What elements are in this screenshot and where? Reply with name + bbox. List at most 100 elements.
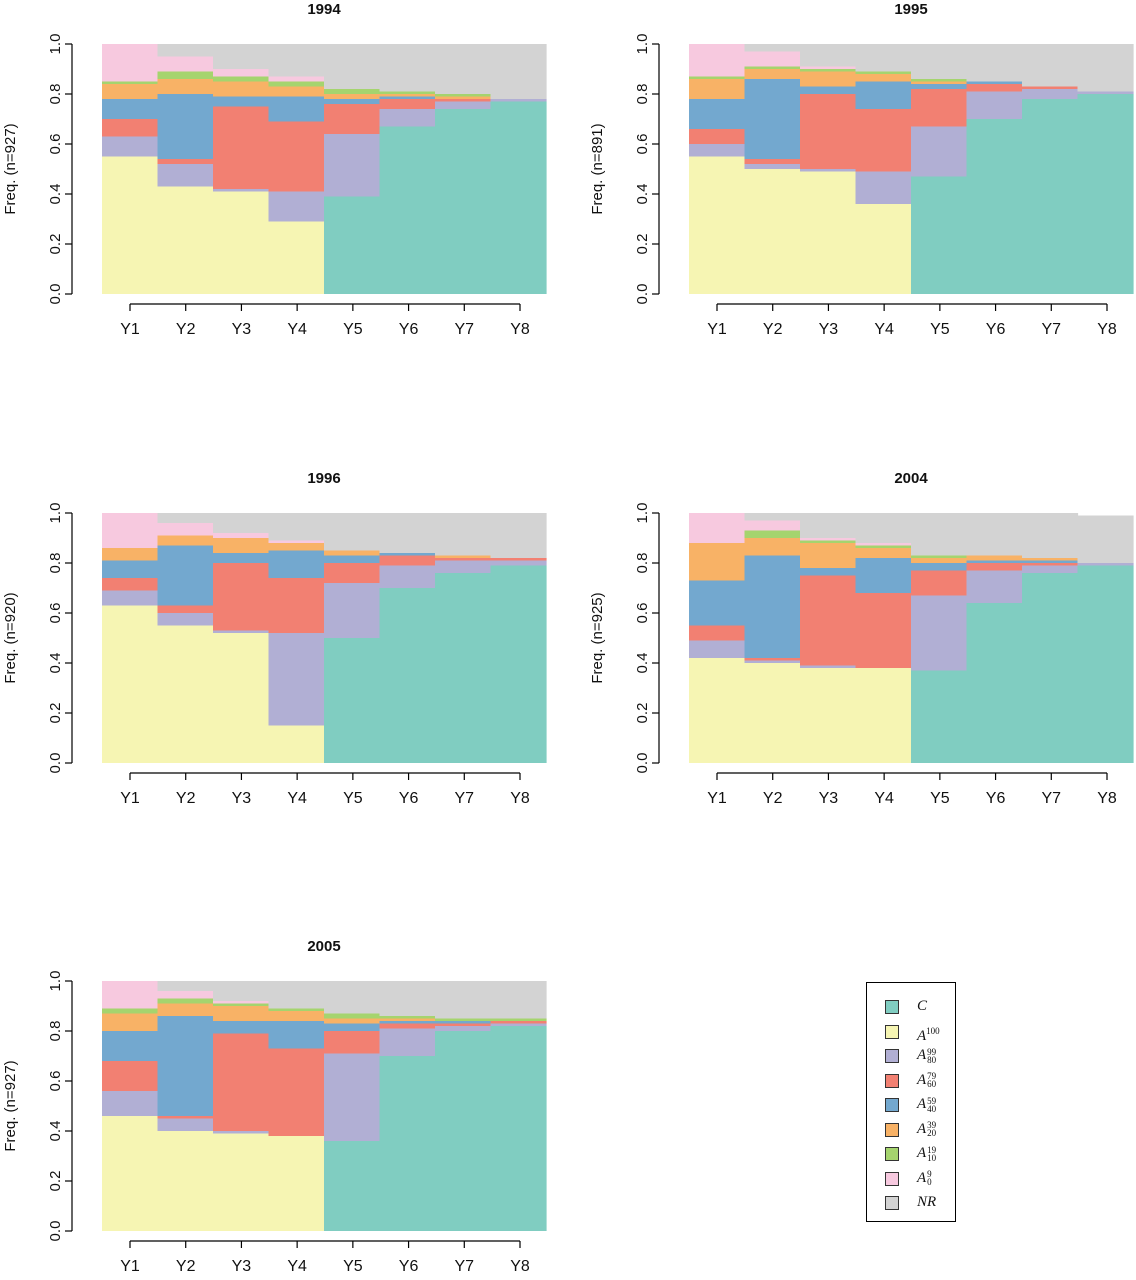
segment-A20_39-Y6 [966,555,1023,561]
segment-A10_19-Y6 [379,91,436,94]
segment-A0_9-Y3 [213,69,270,77]
segment-A20_39-Y5 [324,550,381,556]
segment-A40_59-Y4 [268,96,325,122]
segment-A0_9-Y1 [102,513,159,548]
y-tick-label: 0.4 [634,653,651,674]
segment-A10_19-Y4 [855,71,912,74]
segment-A20_39-Y7 [1022,558,1079,561]
segment-A10_19-Y5 [324,89,381,94]
segment-NR-Y5 [324,44,381,89]
segment-A10_19-Y4 [268,81,325,87]
chart-title: 1996 [307,470,340,487]
segment-A20_39-Y4 [855,74,912,82]
chart-title: 2005 [307,938,340,955]
segment-A100-Y3 [213,633,270,763]
segment-A80_99-Y8 [490,560,547,566]
segment-A80_99-Y6 [966,570,1023,603]
segment-A60_79-Y4 [268,578,325,633]
segment-A60_79-Y3 [213,563,270,631]
segment-A80_99-Y1 [102,136,159,157]
segment-A0_9-Y3 [213,1001,270,1004]
x-tick-label: Y6 [399,790,419,807]
y-tick-label: 0.8 [634,84,651,105]
segment-A80_99-Y5 [911,126,968,177]
legend-item-C: C [867,995,955,1019]
segment-NR-Y2 [744,513,801,521]
segment-A20_39-Y5 [911,558,968,563]
segment-A20_39-Y3 [213,538,270,553]
x-tick-label: Y4 [287,1258,307,1275]
segment-NR-Y3 [800,44,857,67]
x-tick-label: Y1 [120,321,140,338]
legend-item-A40_59: A 59 40 [867,1093,955,1117]
segment-A10_19-Y2 [744,66,801,69]
segment-A100-Y3 [800,171,857,294]
segment-A80_99-Y2 [744,164,801,169]
segment-A0_9-Y2 [744,51,801,67]
segment-A100-Y2 [157,186,214,294]
y-axis-label: Freq. (n=920) [2,592,19,683]
segment-C-Y8 [490,101,547,294]
x-tick-label: Y1 [120,790,140,807]
segment-A10_19-Y1 [102,81,159,84]
segment-A60_79-Y2 [157,1116,214,1119]
segment-A10_19-Y5 [911,79,968,82]
segment-NR-Y5 [911,44,968,79]
segment-NR-Y8 [1077,44,1134,92]
segment-A80_99-Y5 [324,1053,381,1141]
segment-NR-Y8 [1077,515,1134,563]
segment-A60_79-Y3 [800,94,857,169]
segment-A20_39-Y2 [157,1003,214,1016]
segment-A10_19-Y1 [102,1008,159,1014]
segment-A40_59-Y7 [435,1021,492,1024]
segment-NR-Y6 [966,44,1023,82]
segment-A60_79-Y5 [324,563,381,583]
legend-label: A100 [917,1025,940,1044]
segment-A100-Y1 [102,605,159,763]
segment-NR-Y6 [379,44,436,92]
segment-NR-Y3 [213,44,270,69]
segment-NR-Y8 [490,981,547,1019]
segment-NR-Y5 [911,513,968,556]
segment-A60_79-Y3 [213,1033,270,1131]
chart-panel-1996: 1996 0.0 0.2 0.4 0.6 0.8 1.0 Freq. (n=920) Y1 Y2 Y… [2,470,547,807]
segment-A40_59-Y4 [855,558,912,593]
segment-A0_9-Y2 [744,520,801,531]
segment-A40_59-Y3 [213,96,270,107]
x-tick-label: Y8 [510,1258,530,1275]
segment-A60_79-Y7 [435,99,492,102]
segment-A20_39-Y2 [157,79,214,94]
segment-A80_99-Y6 [379,565,436,588]
chart-title: 1994 [307,1,341,18]
x-tick-label: Y5 [343,321,363,338]
x-tick-label: Y6 [399,321,419,338]
segment-A100-Y1 [102,1116,159,1231]
y-tick-label: 0.4 [47,1121,64,1142]
segment-A60_79-Y8 [490,558,547,561]
segment-A80_99-Y2 [744,660,801,663]
segment-NR-Y2 [157,513,214,523]
segment-A100-Y4 [268,725,325,763]
segment-A0_9-Y3 [213,533,270,538]
segment-A80_99-Y6 [379,109,436,127]
segment-C-Y8 [1077,94,1134,294]
segment-A0_9-Y4 [268,76,325,82]
segment-A0_9-Y4 [855,543,912,546]
segment-A80_99-Y5 [324,583,381,638]
segment-NR-Y4 [268,981,325,1009]
segment-A40_59-Y2 [157,1016,214,1116]
y-tick-label: 0.8 [47,84,64,105]
x-tick-label: Y3 [232,790,252,807]
legend-item-A60_79: A 79 60 [867,1069,955,1093]
x-tick-label: Y7 [1041,321,1061,338]
segment-A80_99-Y7 [435,101,492,109]
y-tick-label: 0.8 [47,1021,64,1042]
segment-A60_79-Y1 [102,1061,159,1091]
chart-panel-2004: 2004 0.0 0.2 0.4 0.6 0.8 1.0 Freq. (n=925) Y1 Y2 Y… [589,470,1134,807]
segment-NR-Y6 [966,513,1023,556]
legend: C A100 A 99 80 A 79 60 A 59 40 A 39 20 A 19 10 A 9 0 NR [866,982,956,1222]
segment-A40_59-Y5 [324,1023,381,1031]
segment-A40_59-Y5 [911,563,968,571]
segment-C-Y5 [911,670,968,763]
